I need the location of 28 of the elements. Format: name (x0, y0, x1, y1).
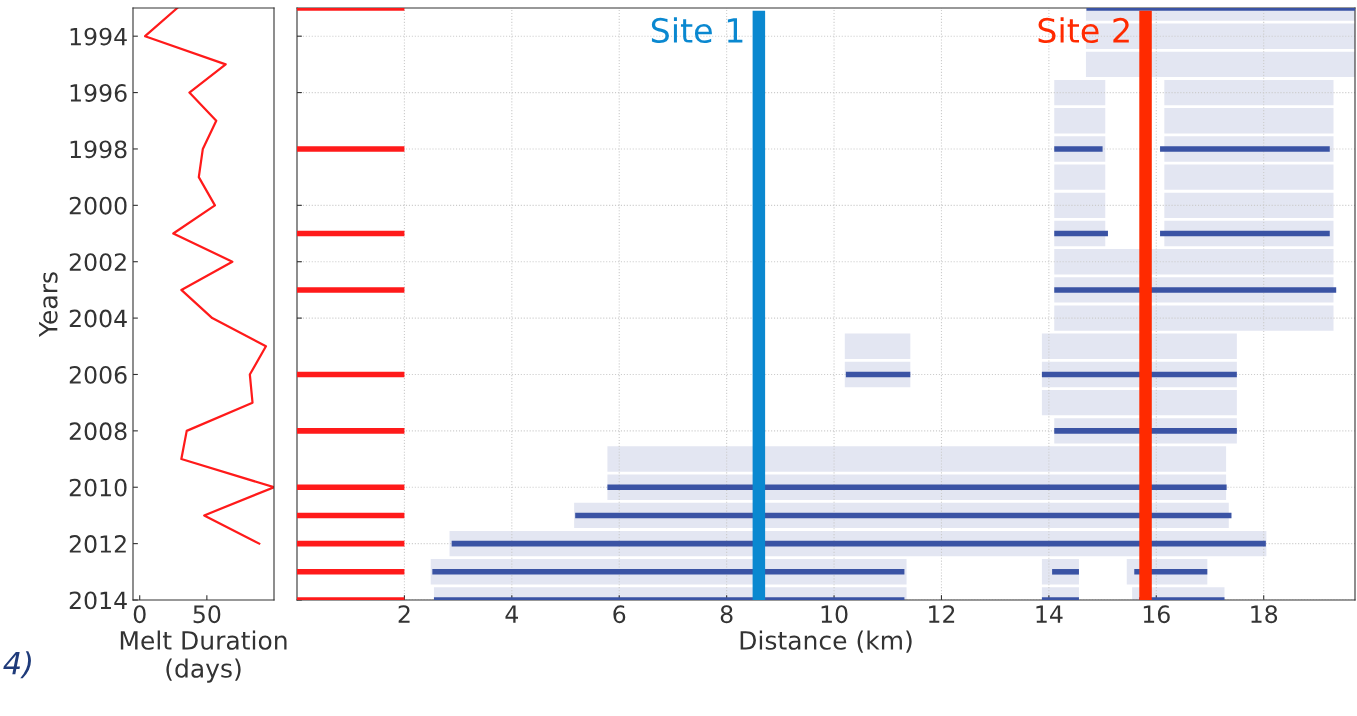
y-tick-label: 2014 (69, 591, 127, 610)
x-tick-label: 12 (929, 605, 955, 623)
x-tick-label: 14 (1036, 605, 1063, 623)
y-tick-label: 2000 (69, 196, 127, 215)
y-tick-label: 1996 (70, 84, 127, 102)
x-tick-label: 2 (398, 605, 410, 623)
x-tick-label: 0 (133, 605, 146, 624)
y-tick-label: 2004 (69, 309, 127, 328)
y-tick-label: 1998 (70, 140, 127, 159)
x-axis-title: Melt Duration (days) (120, 630, 287, 683)
x-tick-label: 8 (720, 605, 733, 624)
y-tick-label: 2008 (69, 422, 127, 441)
text: 4) (3, 651, 31, 679)
x-tick-label: 4 (505, 605, 519, 623)
x-axis-title: Distance (km) (740, 630, 912, 653)
y-tick-label: 2012 (69, 535, 126, 553)
ref-line-label: Site 1 (651, 17, 743, 44)
x-tick-label: 18 (1251, 605, 1278, 624)
x-tick-label: 16 (1143, 605, 1170, 624)
x-tick-label: 6 (613, 605, 626, 624)
y-axis-title: Years (39, 272, 58, 338)
ref-line-label: Site 2 (1038, 17, 1129, 44)
y-tick-label: 2010 (69, 478, 127, 497)
y-tick-label: 2006 (69, 365, 127, 384)
x-tick-label: 10 (821, 605, 848, 624)
y-tick-label: 2002 (69, 253, 126, 272)
x-tick-label: 50 (193, 605, 221, 624)
y-tick-label: 1994 (70, 27, 127, 46)
